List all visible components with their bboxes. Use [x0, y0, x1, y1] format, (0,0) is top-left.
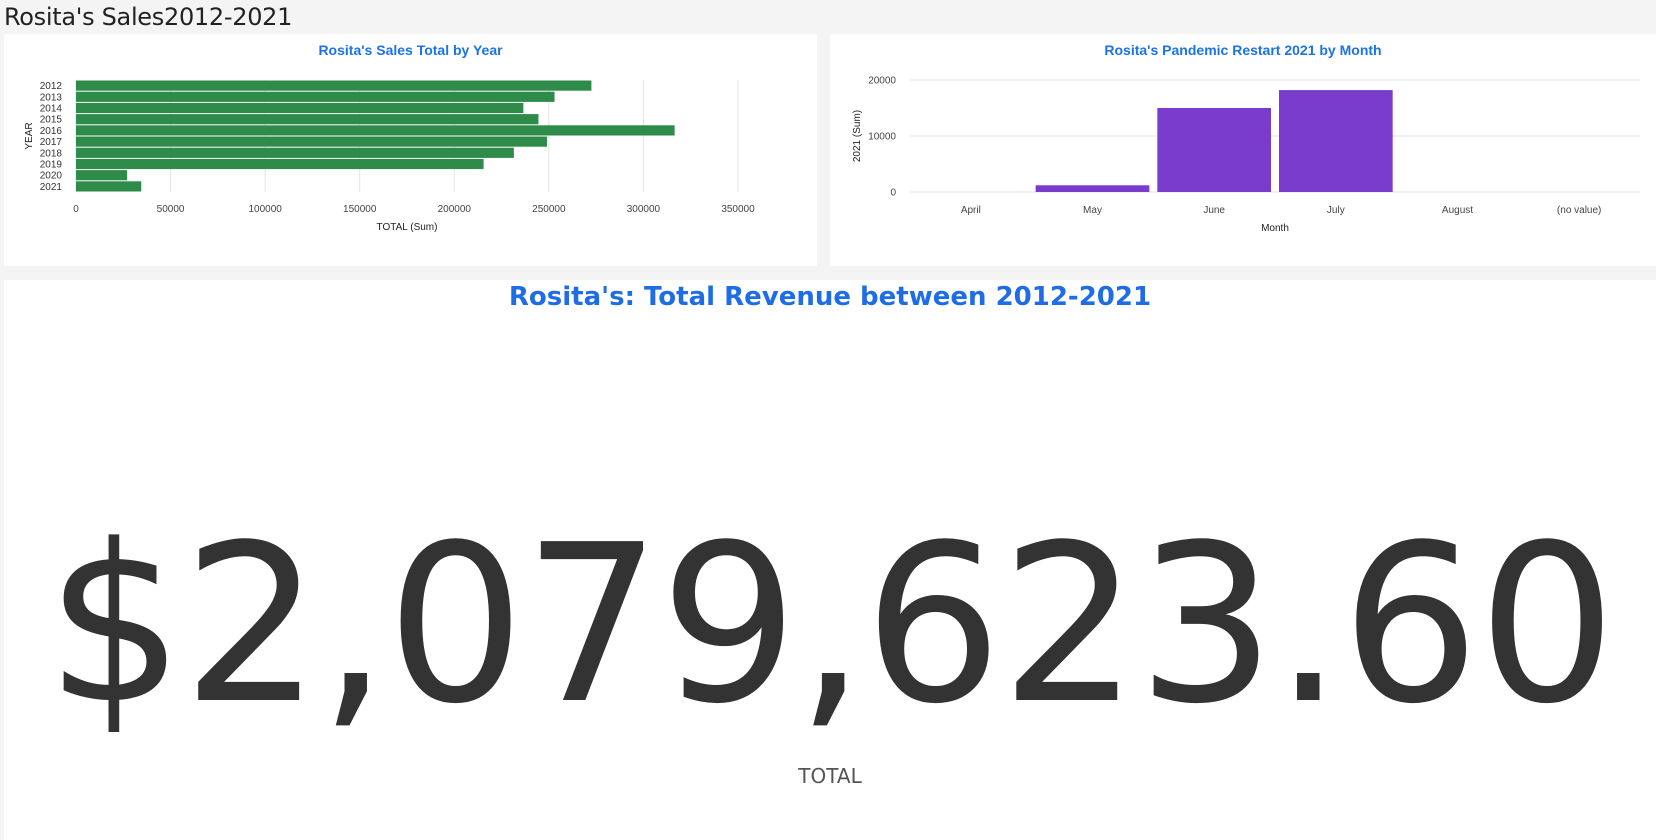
month-bar	[1279, 90, 1393, 192]
dashboard-title: Rosita's Sales2012-2021	[4, 3, 293, 31]
y-tick-label: 2013	[40, 92, 63, 103]
x-axis-label: Month	[1261, 223, 1289, 234]
x-tick-label: 250000	[532, 204, 566, 215]
pandemic-restart-title: Rosita's Pandemic Restart 2021 by Month	[1104, 42, 1382, 58]
year-bar	[76, 181, 142, 192]
pandemic-restart-panel: Rosita's Pandemic Restart 2021 by Month …	[830, 34, 1656, 266]
x-tick-label: 50000	[157, 204, 185, 215]
y-tick-label: 2012	[40, 81, 63, 92]
y-tick-label: 2017	[40, 137, 63, 148]
x-axis-label: TOTAL (Sum)	[377, 222, 438, 233]
x-tick-label: 0	[73, 204, 79, 215]
y-tick-label: 20000	[868, 76, 896, 87]
sales-by-year-panel: Rosita's Sales Total by Year 0 50000 10000…	[4, 34, 817, 266]
x-tick-label: May	[1083, 205, 1102, 216]
y-tick-label: 2019	[40, 160, 63, 171]
y-axis-label: 2021 (Sum)	[852, 110, 863, 162]
x-tick-label: (no value)	[1557, 205, 1601, 216]
y-tick-label: 2021	[40, 182, 63, 193]
x-tick-label: 100000	[248, 204, 282, 215]
total-revenue-value: $2,079,623.60	[45, 499, 1617, 752]
sales-by-year-chart: 0 50000 100000 150000 200000 250000 300000 3500…	[24, 80, 755, 233]
year-bar	[76, 136, 547, 147]
month-bar	[1035, 185, 1150, 192]
y-tick-label: 0	[890, 188, 896, 199]
x-tick-label: August	[1442, 205, 1473, 216]
y-axis-label: YEAR	[24, 122, 35, 149]
y-tick-label: 2016	[40, 126, 63, 137]
month-bar	[1157, 108, 1271, 192]
total-revenue-label: TOTAL	[798, 764, 862, 788]
y-tick-label: 2020	[40, 171, 63, 182]
x-tick-label: June	[1203, 205, 1225, 216]
pandemic-restart-chart: 0 10000 20000 April May June July August (no val…	[852, 76, 1640, 234]
x-tick-label: 150000	[343, 204, 377, 215]
x-tick-label: April	[961, 205, 981, 216]
year-bar	[76, 170, 128, 181]
x-tick-label: 300000	[627, 204, 661, 215]
total-revenue-panel: Rosita's: Total Revenue between 2012-202…	[4, 280, 1656, 840]
y-tick-label: 2015	[40, 115, 63, 126]
year-bar	[76, 158, 484, 170]
total-revenue-heading: Rosita's: Total Revenue between 2012-202…	[508, 282, 1152, 312]
x-tick-label: July	[1327, 205, 1345, 216]
x-tick-label: 200000	[438, 204, 472, 215]
x-tick-label: 350000	[721, 204, 755, 215]
year-bar	[76, 80, 592, 91]
y-tick-label: 2018	[40, 148, 63, 159]
year-bar	[76, 91, 555, 102]
year-bar	[76, 102, 524, 114]
sales-by-year-title: Rosita's Sales Total by Year	[318, 42, 503, 58]
year-bar	[76, 114, 539, 125]
y-tick-label: 10000	[868, 132, 896, 143]
y-tick-label: 2014	[40, 104, 63, 115]
year-bar	[76, 125, 675, 136]
year-bar	[76, 147, 514, 158]
